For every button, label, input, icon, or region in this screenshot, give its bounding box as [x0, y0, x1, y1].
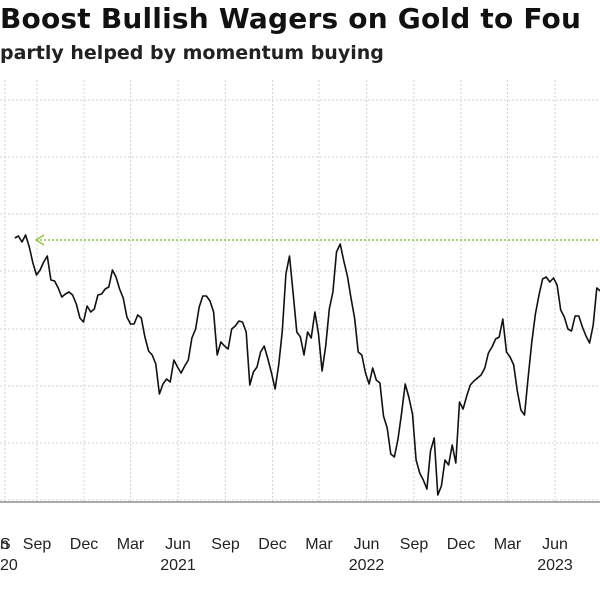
x-tick-label-0: n — [0, 536, 9, 553]
series-line-0 — [14, 234, 600, 496]
chart-title: Boost Bullish Wagers on Gold to Fou — [0, 2, 582, 35]
x-tick-label-7: Mar — [305, 536, 333, 553]
x-year-label-0: 20 — [0, 557, 18, 574]
x-tick-label-5: Sep — [211, 536, 240, 553]
x-tick-label-11: Mar — [494, 536, 522, 553]
x-tick-label-12: Jun — [542, 536, 568, 553]
x-year-label-12: 2023 — [537, 557, 573, 574]
x-tick-label-13: S — [0, 536, 11, 553]
x-tick-label-6: Dec — [258, 536, 286, 553]
x-tick-label-3: Mar — [117, 536, 145, 553]
x-tick-label-9: Sep — [400, 536, 429, 553]
x-tick-label-4: Jun — [165, 536, 191, 553]
chart-subtitle: partly helped by momentum buying — [0, 42, 384, 64]
reference-arrow-icon — [34, 234, 45, 246]
x-tick-label-10: Dec — [447, 536, 475, 553]
x-tick-label-2: Dec — [70, 536, 98, 553]
x-tick-label-8: Jun — [354, 536, 380, 553]
x-year-label-8: 2022 — [349, 557, 385, 574]
x-tick-label-1: Sep — [23, 536, 52, 553]
x-year-label-4: 2021 — [160, 557, 196, 574]
